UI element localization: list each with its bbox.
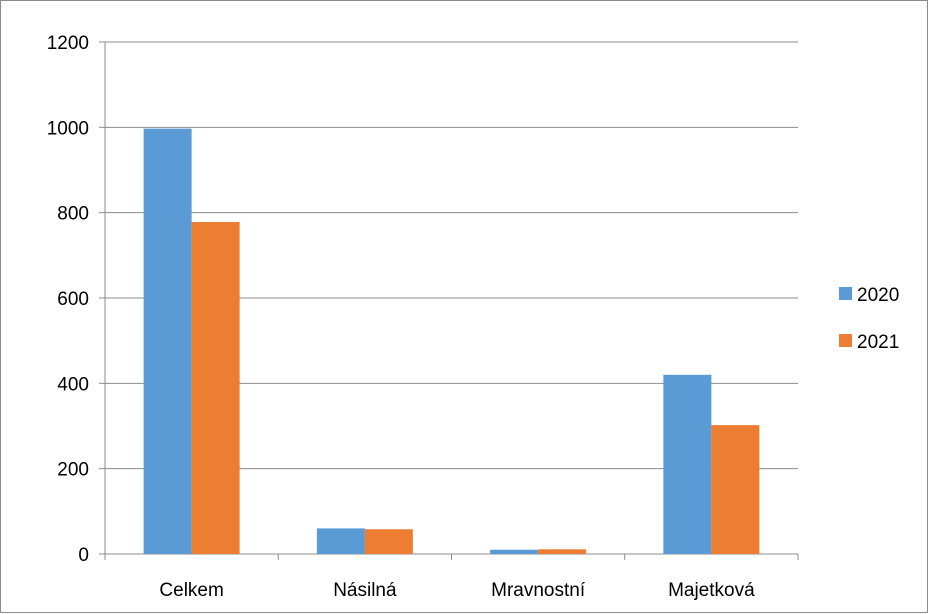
y-tick-label: 600 — [57, 289, 89, 310]
bar-2020-násilná — [316, 528, 365, 554]
y-tick-label: 1200 — [47, 33, 89, 54]
legend-label-2021: 2021 — [857, 332, 899, 353]
x-tick-label: Majetková — [668, 580, 755, 601]
y-tick-label: 800 — [57, 204, 89, 225]
x-tick-label: Mravnostní — [491, 580, 586, 601]
legend: 2020 2021 — [839, 285, 899, 353]
bar-2021-celkem — [191, 222, 240, 554]
y-tick-label: 200 — [57, 460, 89, 481]
bars — [143, 128, 760, 554]
bar-2020-mravnostní — [490, 549, 539, 554]
y-tick-labels: 0 200 400 600 800 1000 1200 — [47, 33, 89, 566]
bar-2021-mravnostní — [538, 549, 587, 554]
legend-label-2020: 2020 — [857, 285, 899, 306]
legend-swatch-2021 — [839, 334, 852, 347]
x-tick-labels: Celkem Násilná Mravnostní Majetková — [159, 580, 755, 601]
bar-2020-majetková — [663, 374, 712, 554]
x-tick-label: Násilná — [333, 580, 397, 601]
y-tick-label: 400 — [57, 374, 89, 395]
bar-2021-násilná — [364, 529, 413, 554]
legend-swatch-2020 — [839, 287, 852, 300]
bar-2020-celkem — [143, 128, 192, 554]
y-tick-label: 1000 — [47, 118, 89, 139]
x-tick-label: Celkem — [159, 580, 223, 601]
bar-2021-majetková — [711, 425, 760, 554]
y-tick-label: 0 — [78, 545, 89, 566]
